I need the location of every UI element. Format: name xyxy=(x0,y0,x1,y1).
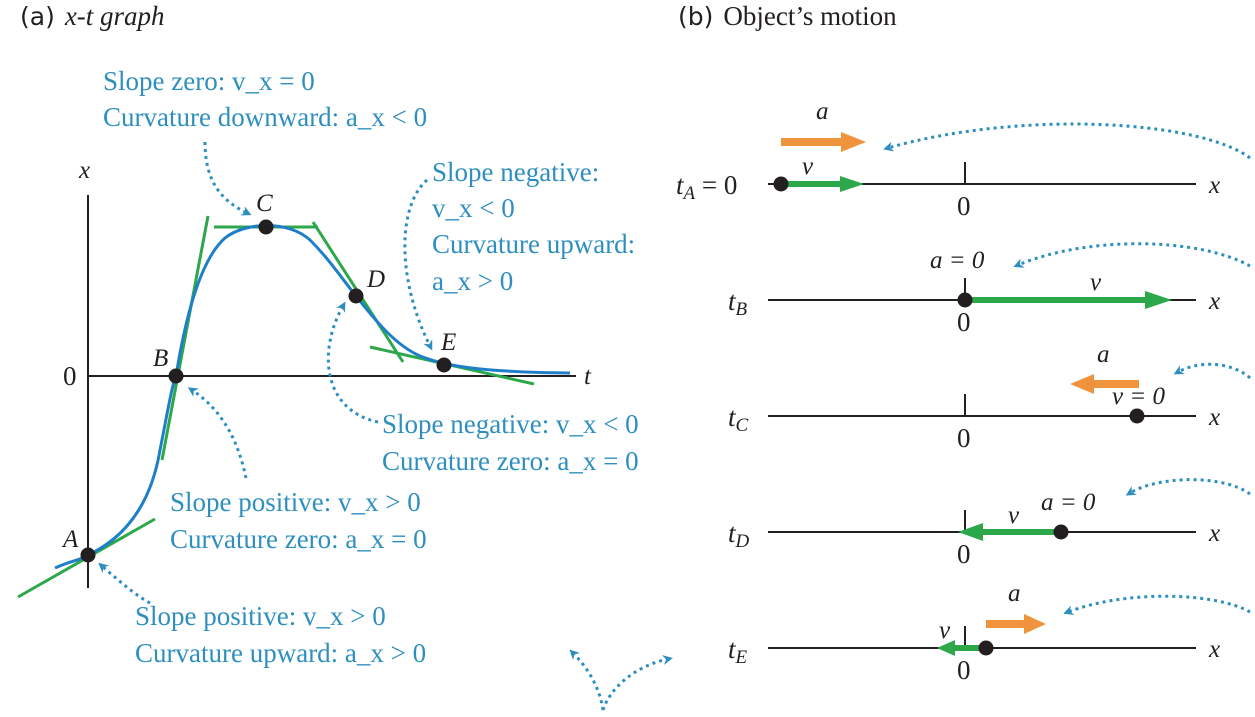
panel-a-title: x-t graph xyxy=(64,1,165,31)
pointer-to-d xyxy=(326,301,379,424)
row-c-axis-label: x xyxy=(1208,404,1220,431)
point-e-dot xyxy=(436,357,452,373)
row-b-axis-label: x xyxy=(1208,288,1220,315)
row-d-velocity-label: v xyxy=(1008,502,1020,529)
svg-text:tD: tD xyxy=(728,518,750,552)
row-b-velocity-arrow xyxy=(965,291,1172,309)
note-a-line-1: Slope positive: v_x > 0 xyxy=(135,601,386,631)
pointer-connector-right xyxy=(601,655,673,711)
row-c-time: t xyxy=(728,402,737,432)
note-e-line-1: Slope negative: xyxy=(432,157,599,187)
pointer-to-b xyxy=(187,387,248,479)
panel-a-tag: (a) xyxy=(20,2,55,31)
panel-b-title: Object’s motion xyxy=(723,1,897,31)
point-d-label: D xyxy=(366,266,385,293)
point-a-dot xyxy=(80,547,96,563)
pointer-to-c xyxy=(203,141,252,216)
motion-row-e: 0 x tE a v xyxy=(728,580,1220,685)
point-c-dot xyxy=(258,219,274,235)
note-b-line-2: Curvature zero: a_x = 0 xyxy=(170,524,427,554)
pointer-to-row-d xyxy=(1125,478,1251,496)
row-e-origin-label: 0 xyxy=(957,655,971,685)
row-d-axis-label: x xyxy=(1208,520,1220,547)
svg-text:(a) x-t graph: (a) x-t graph xyxy=(20,1,165,31)
row-d-note: a = 0 xyxy=(1041,489,1096,516)
note-c-line-1: Slope zero: v_x = 0 xyxy=(103,66,315,96)
point-d-dot xyxy=(348,288,364,304)
note-c-line-2: Curvature downward: a_x < 0 xyxy=(103,102,427,132)
row-e-velocity-label: v xyxy=(939,617,951,644)
row-e-velocity-arrow xyxy=(937,640,986,656)
row-d-object-dot xyxy=(1053,524,1069,540)
pointer-connector-left xyxy=(569,649,605,711)
svg-text:tB: tB xyxy=(728,286,748,320)
row-a-velocity-arrow xyxy=(781,176,864,192)
row-c-object-dot xyxy=(1129,408,1145,424)
note-d-line-1: Slope negative: v_x < 0 xyxy=(382,409,639,439)
row-d-time: t xyxy=(728,518,737,548)
note-e-line-4: a_x > 0 xyxy=(432,266,513,296)
svg-text:tE: tE xyxy=(728,634,748,668)
row-d-velocity-arrow xyxy=(958,523,1061,541)
row-b-velocity-label: v xyxy=(1090,269,1102,296)
row-e-axis-label: x xyxy=(1208,636,1220,663)
panel-b-tag: (b) xyxy=(678,2,713,31)
point-e-label: E xyxy=(440,329,456,356)
panel-b: (b) Object’s motion 0 x tA = 0 a v 0 x t… xyxy=(676,1,1251,685)
row-b-origin-label: 0 xyxy=(957,307,971,337)
row-b-note: a = 0 xyxy=(930,247,985,274)
row-e-acceleration-arrow xyxy=(986,614,1046,634)
row-c-acceleration-label: a xyxy=(1097,341,1110,368)
row-e-time: t xyxy=(728,634,737,664)
motion-row-c: 0 x tC a v = 0 xyxy=(728,341,1220,453)
svg-text:tC: tC xyxy=(728,402,749,436)
row-a-object-dot xyxy=(773,176,789,192)
point-b-label: B xyxy=(153,345,168,372)
note-d-line-2: Curvature zero: a_x = 0 xyxy=(382,446,639,476)
row-e-acceleration-label: a xyxy=(1008,580,1021,607)
row-b-object-dot xyxy=(957,292,973,308)
row-d-origin-label: 0 xyxy=(957,539,971,569)
x-axis-label: x xyxy=(78,157,90,184)
svg-text:tA = 0: tA = 0 xyxy=(676,170,737,204)
row-c-note: v = 0 xyxy=(1112,383,1165,410)
pointer-to-row-a xyxy=(883,122,1251,160)
svg-text:(b) Object’s motion: (b) Object’s motion xyxy=(678,1,897,31)
position-curve xyxy=(54,224,571,570)
note-e-line-2: v_x < 0 xyxy=(432,193,515,223)
row-a-acceleration-label: a xyxy=(816,98,829,125)
motion-row-a: 0 x tA = 0 a v xyxy=(676,98,1220,221)
pointer-to-row-c xyxy=(1173,362,1251,380)
pointer-to-row-b xyxy=(1013,242,1251,268)
note-e-line-3: Curvature upward: xyxy=(432,229,635,259)
row-a-acceleration-arrow xyxy=(781,132,866,152)
row-b-time: t xyxy=(728,286,737,316)
pointer-to-row-e xyxy=(1063,594,1251,615)
point-a-label: A xyxy=(61,526,79,553)
pointer-arrows-b xyxy=(883,122,1251,615)
row-e-object-dot xyxy=(978,640,994,656)
row-c-origin-label: 0 xyxy=(957,423,971,453)
note-b-line-1: Slope positive: v_x > 0 xyxy=(170,487,421,517)
row-a-axis-label: x xyxy=(1208,172,1220,199)
motion-row-d: 0 x tD v a = 0 xyxy=(728,489,1220,569)
pointer-arrows-a xyxy=(98,141,673,711)
panel-a: (a) x-t graph x t 0 A B C D E Slope zero… xyxy=(17,1,673,711)
row-a-time: t xyxy=(676,170,685,200)
point-c-label: C xyxy=(256,190,273,217)
motion-row-b: 0 x tB a = 0 v xyxy=(728,247,1220,337)
origin-label: 0 xyxy=(63,361,77,391)
pointer-to-e xyxy=(403,178,433,351)
pointer-to-a xyxy=(98,562,151,605)
row-a-velocity-label: v xyxy=(802,153,814,180)
note-a-line-2: Curvature upward: a_x > 0 xyxy=(135,638,426,668)
tangent-line-b xyxy=(160,215,210,461)
row-c-acceleration-arrow xyxy=(1070,374,1139,394)
point-b-dot xyxy=(168,368,184,384)
row-a-origin-label: 0 xyxy=(957,191,971,221)
t-axis-label: t xyxy=(584,363,592,390)
